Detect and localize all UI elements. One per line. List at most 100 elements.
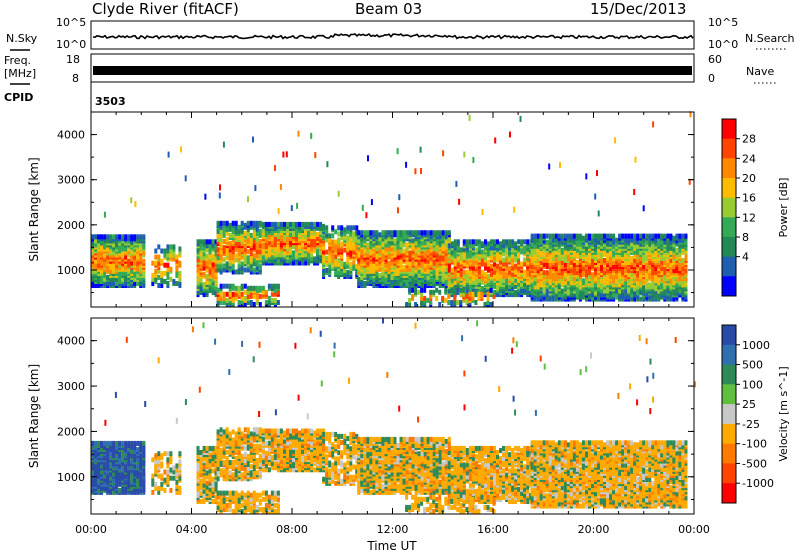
heatmap-cell (560, 288, 564, 294)
heatmap-cell (124, 254, 128, 260)
heatmap-cell (417, 230, 421, 236)
y-tick-label: 2000 (57, 219, 85, 232)
heatmap-cell (340, 225, 344, 231)
heatmap-cell (313, 234, 317, 240)
heatmap-cell (304, 221, 308, 227)
heatmap-cell (157, 254, 161, 260)
heatmap-cell (222, 141, 225, 148)
heatmap-cell (313, 242, 317, 248)
heatmap-cell (563, 249, 567, 255)
heatmap-cell (465, 259, 469, 265)
heatmap-cell (575, 286, 579, 292)
heatmap-cell (246, 285, 250, 291)
heatmap-cell (355, 235, 359, 241)
heatmap-cell (246, 237, 250, 242)
heatmap-cell (480, 291, 484, 297)
heatmap-cell (551, 286, 555, 292)
heatmap-cell (290, 205, 293, 212)
y-tick-label: 3000 (57, 174, 85, 187)
heatmap-cell (523, 273, 527, 279)
heatmap-cell (208, 239, 212, 245)
heatmap-cell (166, 252, 170, 258)
heatmap-cell (304, 230, 308, 235)
heatmap-cell (169, 276, 173, 282)
heatmap-cell (112, 440, 116, 446)
heatmap-cell (267, 221, 271, 227)
heatmap-cell (520, 261, 524, 267)
heatmap-cell (337, 231, 341, 237)
heatmap-cell (474, 239, 478, 245)
heatmap-cell (663, 233, 667, 239)
heatmap-cell (240, 265, 244, 271)
heatmap-cell (163, 262, 167, 268)
heatmap-cell (231, 220, 235, 226)
heatmap-cell (603, 266, 606, 272)
heatmap-cell (645, 233, 649, 239)
heatmap-cell (636, 233, 640, 239)
heatmap-cell (169, 252, 173, 258)
heatmap-cell (447, 230, 451, 236)
heatmap-cell (545, 239, 549, 245)
heatmap-cell (202, 239, 206, 245)
heatmap-cell (519, 115, 522, 122)
heatmap-cell (489, 302, 493, 307)
heatmap-cell (375, 270, 379, 276)
heatmap-cell (357, 276, 361, 282)
heatmap-cell (234, 224, 238, 230)
heatmap-cell (282, 151, 285, 158)
heatmap-cell (480, 269, 484, 275)
heatmap-cell (319, 254, 323, 260)
heatmap-cell (539, 233, 543, 239)
cpid-value: 3503 (95, 95, 126, 108)
heatmap-cell (615, 241, 619, 247)
heatmap-cell (276, 283, 280, 289)
heatmap-cell (566, 264, 570, 270)
heatmap-cell (429, 289, 433, 295)
heatmap-cell (219, 253, 223, 259)
heatmap-cell (459, 259, 463, 265)
heatmap-cell (157, 244, 161, 250)
heatmap-cell (594, 193, 597, 200)
heatmap-cell (575, 260, 579, 265)
heatmap-cell (283, 250, 286, 256)
heatmap-cell (511, 286, 515, 291)
heatmap-cell (163, 252, 167, 258)
heatmap-cell (127, 258, 131, 264)
heatmap-cell (252, 261, 256, 267)
heatmap-cell (420, 230, 424, 236)
heatmap-cell (267, 246, 271, 252)
heatmap-cell (387, 230, 391, 236)
heatmap-cell (169, 248, 173, 254)
heatmap-cell (435, 252, 439, 258)
heatmap-cell (517, 251, 521, 257)
heatmap-cell (273, 242, 277, 248)
heatmap-cell (530, 233, 534, 239)
heatmap-cell (202, 251, 206, 257)
heatmap-cell (514, 241, 518, 247)
heatmap-cell (208, 247, 212, 253)
frequency-panel: Freq. [MHz] 18 8 60 0 Nave (4, 53, 776, 85)
heatmap-cell (536, 296, 540, 302)
heatmap-cell (393, 230, 397, 236)
heatmap-cell (166, 270, 170, 276)
heatmap-cell (481, 209, 484, 215)
heatmap-cell (301, 242, 304, 248)
heatmap-cell (399, 248, 403, 254)
colorbar-swatch (722, 138, 736, 159)
heatmap-cell (490, 263, 493, 269)
heatmap-cell (228, 241, 232, 247)
heatmap-cell (557, 264, 561, 270)
heatmap-cell (651, 233, 655, 239)
heatmap-cell (588, 253, 591, 259)
heatmap-cell (240, 269, 244, 275)
y-tick-label: 1000 (57, 264, 85, 277)
heatmap-cell (450, 300, 454, 305)
heatmap-cell (438, 230, 442, 236)
heatmap-cell (471, 269, 475, 275)
heatmap-cell (225, 261, 229, 267)
heatmap-cell (514, 263, 518, 269)
heatmap-cell (214, 239, 218, 245)
y-axis-title: Slant Range [km] (27, 157, 41, 261)
heatmap-cell (231, 283, 235, 289)
